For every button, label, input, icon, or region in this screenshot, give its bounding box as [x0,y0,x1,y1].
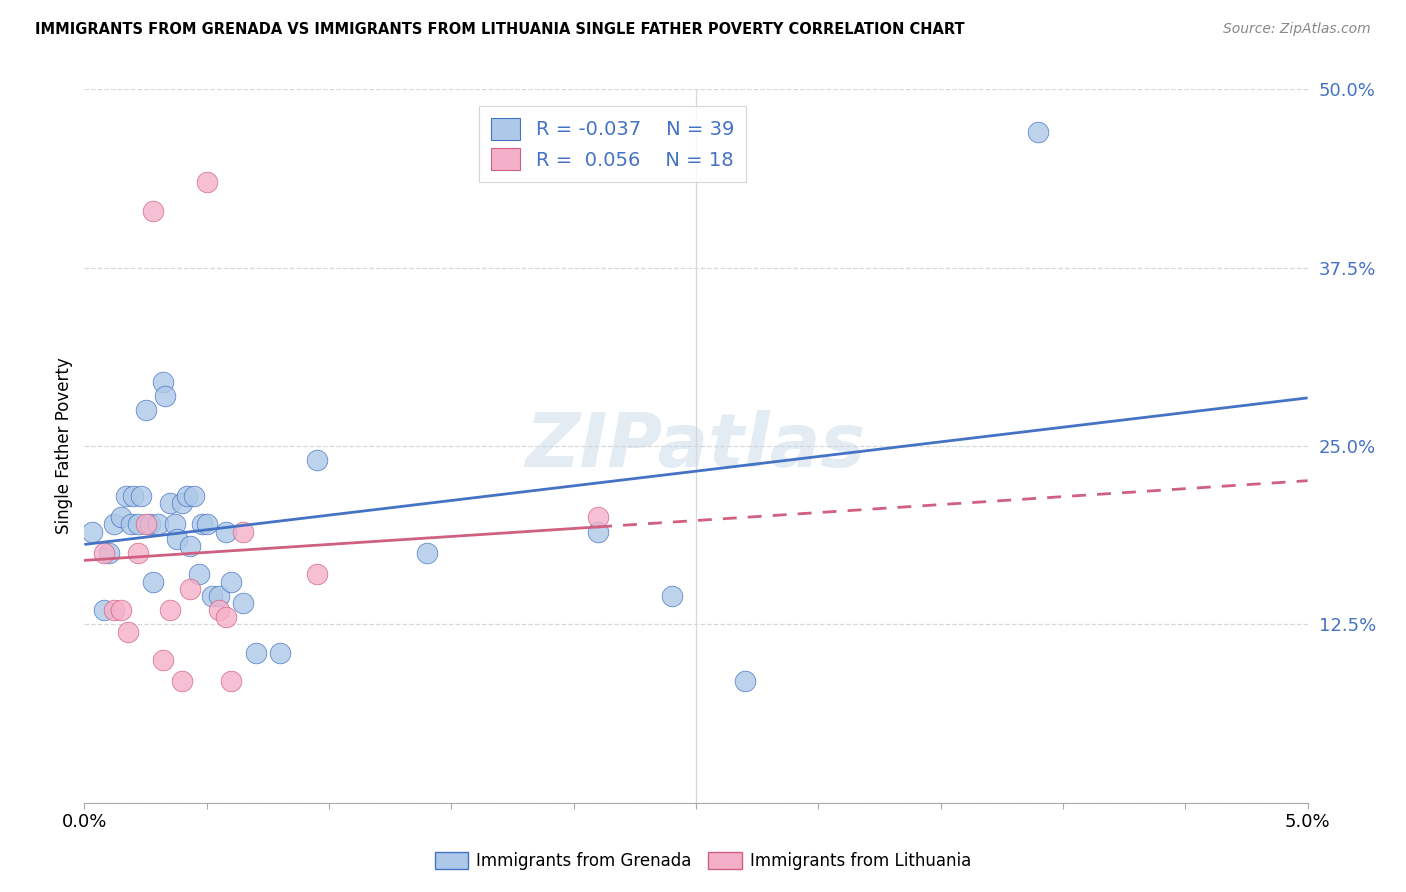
Legend: R = -0.037    N = 39, R =  0.056    N = 18: R = -0.037 N = 39, R = 0.056 N = 18 [479,106,745,182]
Point [159,496,181,510]
Point [110,603,132,617]
Point [122,489,145,503]
Point [305,567,328,582]
Point [127,546,149,560]
Legend: Immigrants from Grenada, Immigrants from Lithuania: Immigrants from Grenada, Immigrants from… [427,845,979,877]
Point [208,603,231,617]
Y-axis label: Single Father Poverty: Single Father Poverty [55,358,73,534]
Point [129,489,152,503]
Point [93,603,115,617]
Point [135,517,157,532]
Text: IMMIGRANTS FROM GRENADA VS IMMIGRANTS FROM LITHUANIA SINGLE FATHER POVERTY CORRE: IMMIGRANTS FROM GRENADA VS IMMIGRANTS FR… [35,22,965,37]
Text: ZIPatlas: ZIPatlas [526,409,866,483]
Point [103,603,125,617]
Point [179,539,201,553]
Point [110,510,132,524]
Point [219,574,242,589]
Point [135,403,157,417]
Point [188,567,211,582]
Point [115,489,138,503]
Point [152,375,174,389]
Point [103,517,125,532]
Point [586,524,609,539]
Point [179,582,201,596]
Point [232,524,254,539]
Point [269,646,291,660]
Point [146,517,169,532]
Point [117,624,139,639]
Point [159,603,181,617]
Point [152,653,174,667]
Point [166,532,188,546]
Point [153,389,176,403]
Point [183,489,205,503]
Point [139,517,162,532]
Point [142,574,165,589]
Point [416,546,439,560]
Point [176,489,198,503]
Point [93,546,115,560]
Point [142,203,165,218]
Point [586,510,609,524]
Point [215,610,238,624]
Point [120,517,142,532]
Point [127,517,149,532]
Point [97,546,120,560]
Point [215,524,238,539]
Point [208,589,231,603]
Point [219,674,242,689]
Point [245,646,267,660]
Point [1028,125,1050,139]
Point [661,589,683,603]
Point [80,524,103,539]
Point [734,674,756,689]
Point [200,589,222,603]
Text: Source: ZipAtlas.com: Source: ZipAtlas.com [1223,22,1371,37]
Point [191,517,214,532]
Point [232,596,254,610]
Point [195,517,218,532]
Point [195,175,218,189]
Point [163,517,186,532]
Point [305,453,328,467]
Point [172,674,194,689]
Point [172,496,194,510]
